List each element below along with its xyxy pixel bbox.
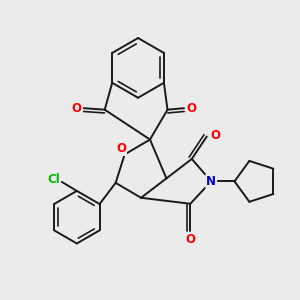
Text: O: O xyxy=(186,102,197,115)
Text: O: O xyxy=(185,233,195,246)
Text: O: O xyxy=(71,102,81,115)
Text: O: O xyxy=(116,142,126,155)
Text: Cl: Cl xyxy=(47,173,60,186)
Text: O: O xyxy=(210,129,220,142)
Text: N: N xyxy=(206,175,216,188)
